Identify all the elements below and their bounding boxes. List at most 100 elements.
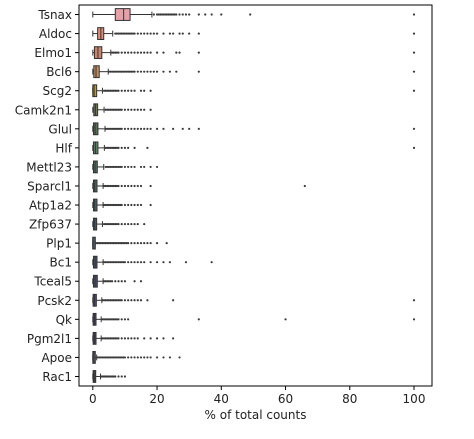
outlier-point [168, 13, 171, 16]
outlier-point [149, 32, 152, 35]
outlier-point [162, 261, 165, 264]
outlier-point [136, 356, 139, 359]
box-sparcl1 [92, 179, 306, 193]
outlier-point [106, 356, 109, 359]
outlier-point [130, 108, 133, 111]
y-tick-label: Pcsk2 [37, 294, 72, 308]
outlier-point [139, 242, 143, 245]
outlier-point [127, 261, 130, 264]
outlier-point [136, 32, 139, 35]
box-scg2 [92, 84, 416, 98]
box-pgm2l1 [92, 331, 175, 345]
outlier-point [106, 127, 109, 130]
outlier-point [107, 70, 110, 73]
outlier-point [152, 13, 155, 16]
outlier-point [117, 280, 120, 283]
outlier-point [101, 337, 104, 340]
outlier-point [119, 127, 122, 130]
outlier-point [110, 299, 114, 302]
outlier-point [106, 318, 109, 321]
outlier-point [184, 261, 188, 264]
outlier-point [178, 51, 181, 54]
outlier-point [412, 299, 416, 302]
outlier-point [115, 146, 119, 149]
outlier-point [412, 89, 416, 92]
outlier-point [197, 51, 200, 54]
boxes-layer [92, 8, 416, 383]
outlier-point [107, 375, 110, 378]
outlier-point [130, 70, 133, 73]
outlier-point [117, 261, 120, 264]
outlier-point [110, 280, 114, 283]
outlier-point [172, 127, 175, 130]
outlier-point [143, 32, 146, 35]
outlier-point [181, 127, 184, 130]
outlier-point [143, 70, 146, 73]
outlier-point [110, 337, 114, 340]
outlier-point [127, 242, 130, 245]
outlier-point [107, 89, 110, 92]
outlier-point [130, 261, 133, 264]
outlier-point [102, 222, 106, 226]
outlier-point [114, 70, 117, 73]
box-zfp637 [92, 217, 146, 231]
outlier-point [117, 337, 120, 340]
outlier-point [117, 70, 120, 73]
outlier-point [130, 337, 133, 340]
outlier-point [102, 280, 106, 283]
outlier-point [120, 222, 123, 226]
outlier-point [112, 108, 115, 111]
outlier-point [117, 32, 120, 35]
outlier-point [120, 203, 123, 207]
outlier-point [102, 337, 106, 340]
outlier-point [110, 222, 114, 226]
outlier-point [115, 299, 119, 302]
box-apoe [92, 351, 181, 364]
outlier-point [210, 261, 213, 264]
outlier-point [181, 13, 184, 16]
outlier-point [98, 242, 101, 245]
outlier-point [112, 318, 115, 321]
outlier-point [106, 146, 109, 149]
outlier-point [112, 375, 115, 378]
outlier-point [109, 280, 112, 283]
outlier-point [114, 146, 117, 149]
outlier-point [109, 356, 112, 359]
box-qk [92, 312, 416, 326]
outlier-point [123, 299, 127, 302]
outlier-point [102, 184, 106, 188]
outlier-point [162, 337, 165, 340]
x-axis: 0 20 40 60 80 100 [89, 386, 425, 406]
outlier-point [112, 222, 115, 226]
outlier-point [412, 318, 416, 321]
outlier-point [136, 222, 139, 226]
outlier-point [110, 89, 114, 92]
outlier-point [107, 242, 110, 245]
outlier-point [123, 203, 127, 207]
outlier-point [114, 184, 117, 188]
outlier-point [133, 70, 136, 73]
outlier-point [162, 356, 165, 359]
outlier-point [146, 70, 149, 73]
outlier-point [172, 337, 175, 340]
outlier-point [165, 242, 168, 245]
outlier-point [106, 203, 109, 207]
outlier-point [149, 127, 152, 130]
outlier-point [109, 146, 112, 149]
box-atp1a2 [92, 198, 152, 212]
outlier-point [114, 242, 117, 245]
outlier-point [106, 222, 109, 226]
outlier-point [112, 242, 115, 245]
outlier-point [96, 356, 99, 359]
outlier-point [120, 127, 123, 130]
outlier-point [125, 70, 128, 73]
outlier-point [123, 280, 127, 283]
outlier-point [155, 165, 159, 169]
x-tick-label: 0 [89, 392, 97, 406]
outlier-point [136, 108, 139, 111]
y-tick-label: Qk [56, 313, 72, 327]
outlier-point [155, 261, 159, 264]
outlier-point [109, 299, 112, 302]
outlier-point [139, 280, 143, 283]
outlier-point [109, 203, 112, 207]
